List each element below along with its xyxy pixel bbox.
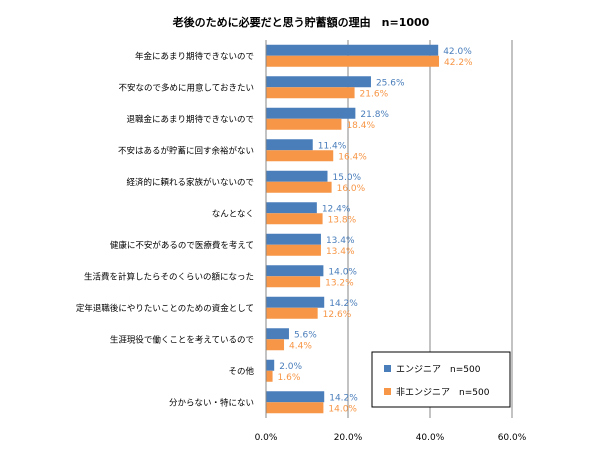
bar-s0-4 [266, 170, 328, 182]
data-label-s1-8: 12.6% [323, 310, 352, 320]
data-label-s0-2: 21.8% [360, 110, 389, 120]
category-label-11: 分からない・特にない [169, 397, 254, 408]
data-label-s1-3: 16.4% [338, 152, 367, 162]
x-tick-label-1: 20.0% [334, 433, 363, 443]
data-label-s0-5: 12.4% [322, 204, 351, 214]
bar-s0-2 [266, 107, 356, 119]
data-label-s0-4: 15.0% [333, 173, 362, 183]
data-label-s0-10: 2.0% [279, 362, 302, 372]
bar-s0-11 [266, 391, 325, 403]
bar-s0-3 [266, 139, 313, 151]
category-label-6: 健康に不安があるので医療費を考えて [110, 240, 254, 251]
bar-s1-2 [266, 118, 342, 130]
bar-s1-0 [266, 55, 440, 67]
bar-s0-9 [266, 328, 289, 340]
bar-s0-1 [266, 76, 371, 88]
bar-s0-0 [266, 44, 439, 56]
category-label-7: 生活費を計算したらそのくらいの額になった [84, 271, 254, 282]
category-labels: 年金にあまり期待できないので不安なので多めに用意しておきたい退職金にあまり期待で… [76, 51, 255, 409]
data-label-s1-5: 13.8% [328, 215, 357, 225]
legend-label-engineer: エンジニア n=500 [396, 365, 481, 375]
data-label-s0-6: 13.4% [326, 236, 355, 246]
data-label-s1-2: 18.4% [346, 121, 375, 131]
data-label-s1-7: 13.2% [325, 278, 354, 288]
bar-s1-11 [266, 402, 324, 414]
data-label-s1-6: 13.4% [326, 247, 355, 257]
data-label-s1-11: 14.0% [328, 404, 357, 414]
bar-s1-9 [266, 339, 285, 351]
category-label-4: 経済的に頼れる家族がいないので [126, 177, 254, 188]
x-axis: 0.0% 20.0% 40.0% 60.0% [255, 40, 527, 443]
data-label-s0-0: 42.0% [443, 47, 472, 57]
bar-s0-8 [266, 296, 325, 308]
data-label-s0-9: 5.6% [294, 330, 317, 340]
category-label-3: 不安はあるが貯蓄に回す余裕がない [118, 145, 254, 156]
bar-s1-8 [266, 307, 318, 319]
data-label-s1-9: 4.4% [289, 341, 312, 351]
category-label-0: 年金にあまり期待できないので [135, 51, 254, 62]
bar-s0-10 [266, 359, 275, 371]
data-label-s0-8: 14.2% [329, 299, 358, 309]
legend-label-non-engineer: 非エンジニア n=500 [396, 386, 490, 398]
bar-s0-5 [266, 202, 317, 214]
bar-s1-10 [266, 370, 273, 382]
bar-s1-6 [266, 244, 321, 256]
data-label-s1-4: 16.0% [337, 184, 366, 194]
bar-s0-6 [266, 233, 321, 245]
data-labels: 42.0%42.2% 25.6%21.6% 21.8%18.4% 11.4%16.4%… [278, 47, 473, 415]
chart-title: 老後のために必要だと思う貯蓄額の理由 n=1000 [172, 15, 430, 29]
category-label-9: 生涯現役で働くことを考えているので [110, 334, 254, 345]
bar-s1-1 [266, 87, 355, 99]
bar-s1-4 [266, 181, 332, 193]
bar-s1-7 [266, 276, 321, 288]
data-label-s0-11: 14.2% [329, 393, 358, 403]
data-label-s1-1: 21.6% [360, 89, 389, 99]
x-tick-label-0: 0.0% [255, 433, 278, 443]
legend-box [371, 351, 511, 408]
bar-s0-7 [266, 265, 324, 277]
bar-s1-3 [266, 150, 334, 162]
data-label-s0-1: 25.6% [376, 78, 405, 88]
legend: エンジニア n=500 非エンジニア n=500 [371, 351, 511, 408]
category-label-2: 退職金にあまり期待できないので [126, 114, 254, 125]
data-label-s1-10: 1.6% [278, 373, 301, 383]
bars [266, 44, 440, 414]
legend-swatch-non-engineer [384, 388, 391, 395]
x-tick-label-2: 40.0% [416, 433, 445, 443]
bar-s1-5 [266, 213, 323, 225]
category-label-10: その他 [228, 366, 254, 377]
category-label-8: 定年退職後にやりたいことのための資金として [76, 303, 254, 314]
data-label-s1-0: 42.2% [444, 58, 473, 68]
category-label-5: なんとなく [212, 209, 254, 219]
data-label-s0-7: 14.0% [328, 267, 357, 277]
legend-swatch-engineer [384, 365, 391, 372]
category-label-1: 不安なので多めに用意しておきたい [119, 82, 255, 93]
x-tick-label-3: 60.0% [498, 433, 527, 443]
data-label-s0-3: 11.4% [318, 141, 347, 151]
